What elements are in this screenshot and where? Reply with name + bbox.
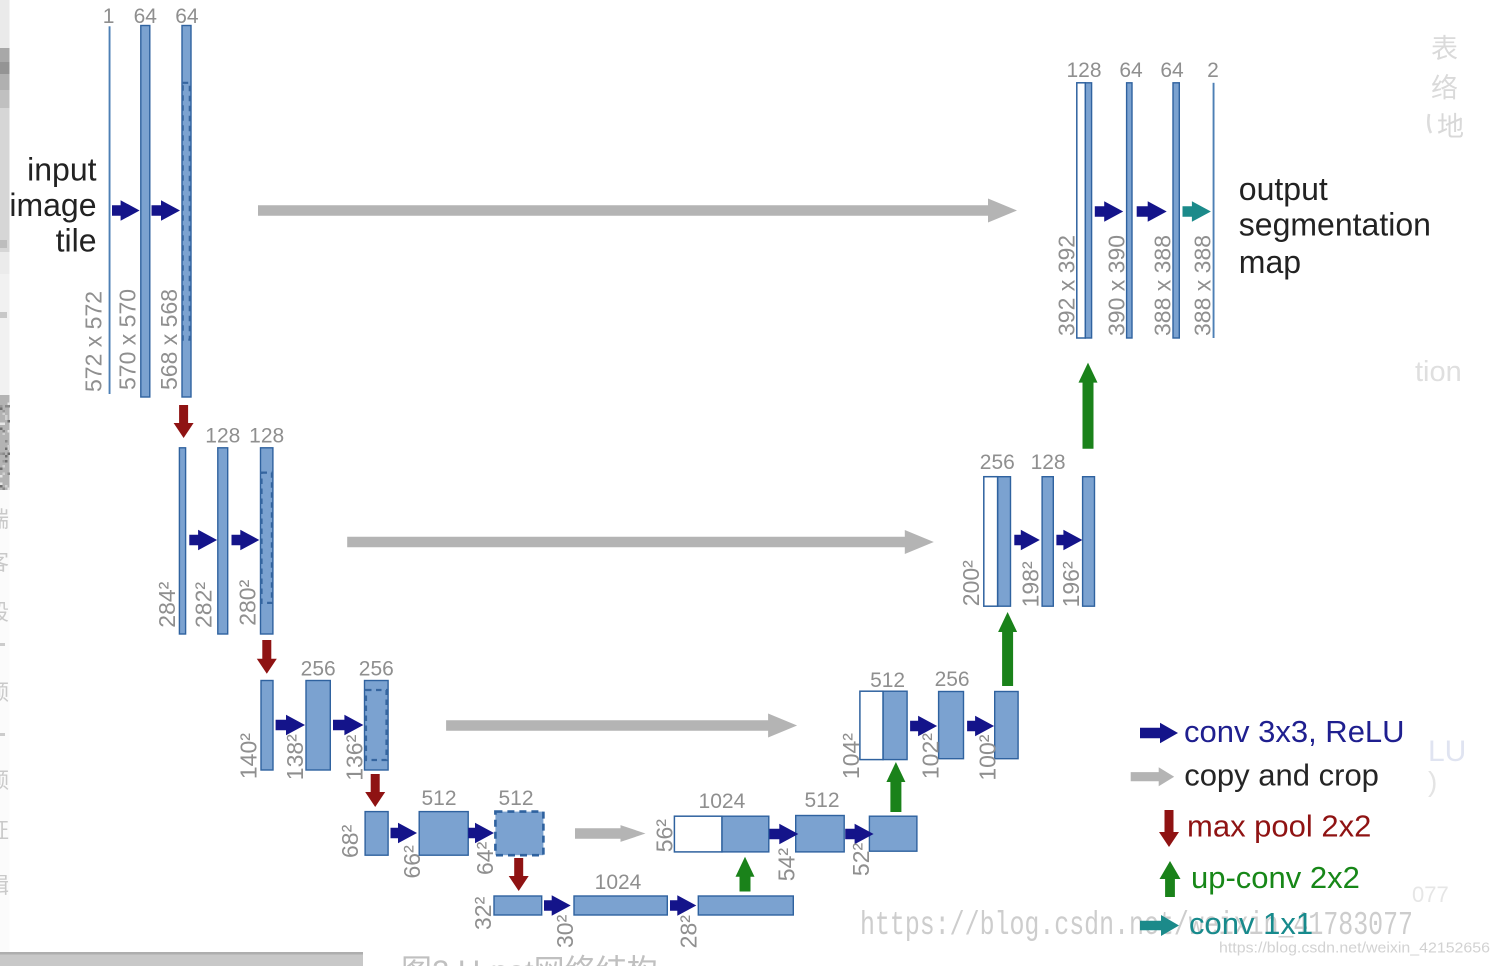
svg-text:1024: 1024: [595, 871, 642, 894]
svg-text:image: image: [9, 187, 96, 223]
svg-text:128: 128: [205, 424, 240, 447]
svg-text:68²: 68²: [337, 824, 363, 858]
svg-text:66²: 66²: [399, 845, 425, 879]
svg-text:282²: 282²: [191, 582, 217, 628]
svg-text:tion: tion: [1415, 356, 1462, 388]
svg-text:28²: 28²: [676, 915, 702, 949]
svg-text:1: 1: [103, 5, 115, 28]
svg-text:30²: 30²: [552, 914, 578, 948]
svg-text:地: 地: [1437, 112, 1464, 142]
svg-text:段: 段: [0, 600, 9, 625]
svg-text:388 x 388: 388 x 388: [1189, 235, 1215, 336]
svg-text:56²: 56²: [651, 819, 677, 853]
svg-text:512: 512: [804, 789, 839, 812]
svg-text:2: 2: [1207, 59, 1219, 82]
svg-text:568 x 568: 568 x 568: [156, 289, 182, 390]
svg-text:102²: 102²: [918, 733, 944, 779]
svg-text:map: map: [1239, 244, 1301, 280]
svg-text:64: 64: [134, 5, 158, 28]
svg-text:52²: 52²: [848, 843, 874, 877]
svg-text:138²: 138²: [282, 734, 308, 780]
svg-text:136²: 136²: [342, 734, 368, 780]
svg-text:output: output: [1239, 171, 1328, 207]
svg-text:conv 3x3, ReLU: conv 3x3, ReLU: [1184, 714, 1405, 749]
svg-text:390 x 390: 390 x 390: [1103, 235, 1129, 336]
svg-text:图2 U-net网络结构: 图2 U-net网络结构: [401, 954, 658, 966]
svg-text:copy and crop: copy and crop: [1184, 757, 1379, 792]
svg-text:): ): [1428, 766, 1437, 797]
svg-text:max pool 2x2: max pool 2x2: [1187, 809, 1371, 844]
svg-text:256: 256: [935, 668, 970, 691]
svg-text:辑: 辑: [0, 873, 9, 898]
svg-text:领: 领: [0, 680, 9, 705]
svg-text:388 x 388: 388 x 388: [1150, 235, 1176, 336]
svg-text:100²: 100²: [975, 734, 1001, 780]
svg-text:https://blog.csdn.net/weixin_4: https://blog.csdn.net/weixin_41783077: [860, 907, 1413, 944]
svg-text:LU: LU: [1428, 735, 1466, 768]
svg-text:1024: 1024: [699, 790, 746, 813]
svg-text:64: 64: [1119, 59, 1143, 82]
svg-text:128: 128: [249, 424, 284, 447]
svg-text:频: 频: [0, 768, 9, 793]
svg-text:32²: 32²: [470, 896, 496, 930]
svg-text:络: 络: [1431, 74, 1458, 104]
svg-text:512: 512: [498, 787, 533, 810]
svg-text:conv 1x1: conv 1x1: [1189, 906, 1313, 941]
svg-text:570 x 570: 570 x 570: [115, 289, 141, 390]
svg-text:端: 端: [0, 507, 9, 532]
svg-text:104²: 104²: [838, 733, 864, 779]
svg-text:128: 128: [1031, 451, 1066, 474]
svg-text:64: 64: [175, 5, 199, 28]
svg-text:64: 64: [1160, 59, 1184, 82]
svg-text:280²: 280²: [235, 579, 261, 625]
svg-text:284²: 284²: [154, 581, 180, 627]
svg-text:572 x 572: 572 x 572: [81, 291, 107, 392]
svg-text:up-conv 2x2: up-conv 2x2: [1191, 860, 1360, 895]
svg-text:392 x 392: 392 x 392: [1054, 235, 1080, 336]
svg-text:https://blog.csdn.net/weixin_4: https://blog.csdn.net/weixin_42152656: [1219, 941, 1490, 957]
svg-text:表: 表: [1431, 34, 1458, 64]
svg-text:140²: 140²: [235, 733, 261, 779]
svg-text:256: 256: [359, 658, 394, 681]
svg-text:256: 256: [980, 451, 1015, 474]
svg-text:客: 客: [0, 550, 9, 575]
svg-text:64²: 64²: [472, 841, 498, 875]
svg-text:证: 证: [0, 818, 9, 843]
svg-text:200²: 200²: [958, 560, 984, 606]
svg-text:196²: 196²: [1058, 561, 1084, 607]
svg-text:input: input: [27, 151, 97, 187]
svg-text:54²: 54²: [774, 848, 800, 882]
svg-text:512: 512: [870, 669, 905, 692]
svg-text:256: 256: [301, 658, 336, 681]
svg-text:segmentation: segmentation: [1239, 207, 1431, 243]
svg-text:128: 128: [1066, 59, 1101, 82]
svg-text:tile: tile: [56, 223, 97, 259]
svg-text:198²: 198²: [1018, 561, 1044, 607]
svg-text:077: 077: [1412, 882, 1449, 907]
svg-text:512: 512: [421, 787, 456, 810]
